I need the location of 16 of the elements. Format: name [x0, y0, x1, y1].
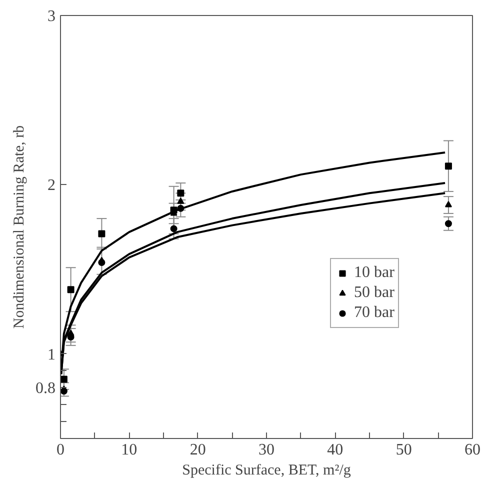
legend-label: 50 bar [354, 284, 394, 302]
x-tick-label: 0 [56, 442, 64, 458]
y-tick-label: 0.8 [36, 380, 56, 398]
x-tick-label: 60 [464, 442, 480, 458]
x-tick-label: 50 [396, 442, 412, 458]
legend-label: 70 bar [354, 304, 394, 322]
x-tick-label: 40 [327, 442, 344, 458]
y-axis-title: Nondimensional Burning Rate, rb [12, 125, 28, 329]
x-axis-title: Specific Surface, BET, m²/g [182, 462, 352, 478]
x-tick-label: 30 [258, 442, 274, 458]
x-tick-label: 10 [121, 442, 138, 458]
y-tick-label: 2 [48, 177, 56, 194]
y-tick-label: 3 [48, 8, 56, 25]
y-tick-label: 1 [48, 346, 56, 364]
legend-label: 10 bar [354, 264, 394, 282]
x-tick-label: 20 [190, 442, 206, 458]
